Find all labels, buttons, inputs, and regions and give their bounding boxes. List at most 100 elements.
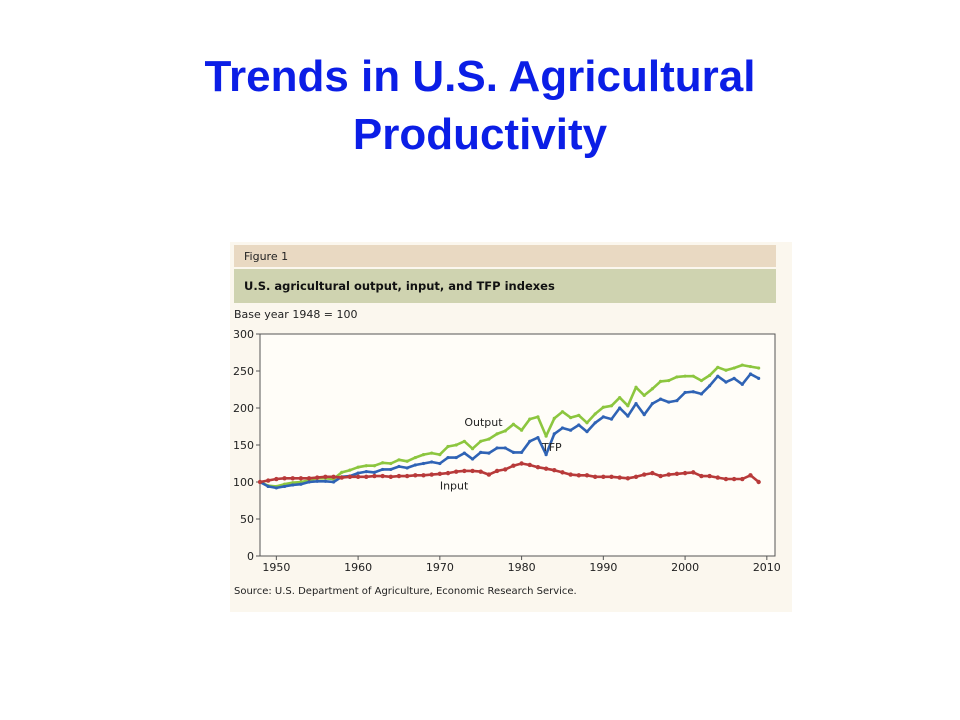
data-point-input <box>584 473 590 478</box>
data-point-tfp <box>577 423 581 427</box>
data-point-tfp <box>757 376 761 380</box>
line-chart: 0 50 100 150 200 250 300 1950 1960 1970 1980 1990 20… <box>233 328 781 574</box>
data-point-input <box>298 476 304 481</box>
data-point-output <box>691 374 695 378</box>
data-point-output <box>601 405 605 409</box>
data-point-output <box>618 396 622 400</box>
data-point-tfp <box>528 439 532 443</box>
data-point-output <box>291 481 295 485</box>
data-point-input <box>380 473 385 479</box>
data-point-output <box>487 437 491 441</box>
data-point-input <box>494 468 500 474</box>
data-point-tfp <box>601 415 605 419</box>
y-tick-label: 300 <box>233 328 254 341</box>
data-point-tfp <box>724 380 728 384</box>
data-point-tfp <box>748 372 753 376</box>
data-point-input <box>642 472 647 477</box>
data-point-input <box>617 475 622 480</box>
data-point-output <box>405 459 409 463</box>
data-point-input <box>511 463 516 468</box>
data-point-tfp <box>413 463 417 467</box>
data-point-input <box>535 465 541 470</box>
data-point-input <box>478 469 483 474</box>
data-point-input <box>257 479 263 485</box>
data-point-tfp <box>430 460 434 464</box>
data-point-tfp <box>438 461 442 466</box>
data-point-tfp <box>421 461 426 466</box>
series-label-output: Output <box>464 416 503 429</box>
data-point-output <box>585 421 589 425</box>
data-point-input <box>625 476 631 481</box>
chart-series-labels: Output TFP Input <box>440 416 562 493</box>
data-point-output <box>438 453 442 457</box>
x-tick-label: 1990 <box>589 561 617 574</box>
data-point-input <box>740 476 745 482</box>
data-point-tfp <box>650 401 654 406</box>
data-point-input <box>552 467 557 473</box>
data-point-input <box>470 468 475 474</box>
y-tick-label: 50 <box>240 513 254 526</box>
data-point-output <box>397 458 401 462</box>
data-point-tfp <box>675 399 679 403</box>
data-point-input <box>560 470 565 475</box>
data-point-input <box>388 474 393 480</box>
data-point-output <box>421 453 426 457</box>
data-point-tfp <box>585 430 589 434</box>
data-point-input <box>396 473 402 479</box>
data-point-input <box>372 473 377 479</box>
data-point-input <box>265 478 271 483</box>
data-point-output <box>413 455 417 460</box>
data-point-tfp <box>732 376 736 380</box>
data-point-tfp <box>495 446 499 450</box>
data-point-tfp <box>299 482 303 486</box>
data-point-input <box>756 479 761 485</box>
data-point-output <box>470 447 475 451</box>
data-point-output <box>495 432 499 436</box>
data-point-tfp <box>609 417 614 421</box>
data-point-output <box>724 368 728 372</box>
data-point-output <box>536 415 540 419</box>
data-point-tfp <box>356 471 360 475</box>
figure-label-bar: Figure 1 <box>234 245 776 267</box>
data-point-input <box>323 474 328 480</box>
data-point-input <box>421 473 426 478</box>
data-point-output <box>528 417 532 421</box>
data-point-tfp <box>315 479 319 483</box>
data-point-tfp <box>274 486 278 490</box>
data-point-input <box>592 474 598 480</box>
data-point-tfp <box>658 397 663 401</box>
y-tick-label: 200 <box>233 402 254 415</box>
data-point-output <box>593 412 597 416</box>
data-point-input <box>347 474 353 480</box>
data-point-input <box>715 475 720 480</box>
data-point-tfp <box>618 406 622 410</box>
data-point-input <box>429 472 434 477</box>
data-point-tfp <box>536 436 540 440</box>
data-point-input <box>306 476 312 481</box>
x-tick-label: 1980 <box>508 561 536 574</box>
data-point-tfp <box>699 392 704 396</box>
data-point-output <box>658 379 663 383</box>
data-point-input <box>462 468 467 474</box>
data-point-input <box>486 472 492 477</box>
data-point-input <box>658 473 663 479</box>
data-point-input <box>748 473 753 478</box>
data-point-input <box>633 474 639 480</box>
series-label-input: Input <box>440 479 469 492</box>
figure: Figure 1 U.S. agricultural output, input… <box>230 242 792 612</box>
data-point-output <box>667 379 671 383</box>
data-point-input <box>723 476 729 482</box>
figure-caption-bar: U.S. agricultural output, input, and TFP… <box>234 269 776 303</box>
data-point-output <box>340 470 344 474</box>
data-point-input <box>331 474 336 480</box>
data-point-input <box>437 471 443 477</box>
data-point-tfp <box>307 480 311 484</box>
data-point-input <box>315 475 320 480</box>
data-point-output <box>748 364 753 369</box>
data-point-input <box>453 469 459 474</box>
y-tick-label: 150 <box>233 439 254 452</box>
data-point-input <box>413 473 418 478</box>
data-point-output <box>454 443 458 447</box>
data-point-output <box>560 410 565 414</box>
data-point-tfp <box>569 428 573 432</box>
